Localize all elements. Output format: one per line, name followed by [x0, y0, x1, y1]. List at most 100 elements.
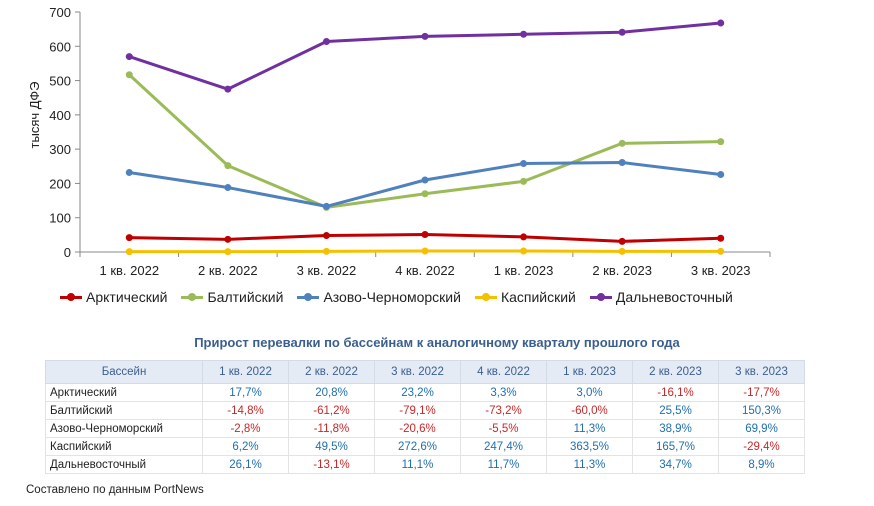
- legend-label: Азово-Черноморский: [323, 289, 461, 305]
- legend-label: Каспийский: [500, 289, 576, 305]
- y-tick-label: 500: [49, 74, 71, 89]
- data-point: [618, 159, 626, 167]
- growth-table: Бассейн 1 кв. 2022 2 кв. 2022 3 кв. 2022 4 к…: [45, 360, 805, 474]
- legend-swatch: [60, 292, 82, 301]
- growth-value-cell: 8,9%: [718, 455, 805, 474]
- growth-value-cell: 247,4%: [460, 437, 547, 456]
- table-row: Азово-Черноморский -2,8% -11,8% -20,6% -5,5%…: [45, 419, 805, 438]
- x-tick-label: 1 кв. 2023: [494, 263, 554, 278]
- chart-series: [125, 19, 725, 256]
- y-tick-label: 100: [49, 211, 71, 226]
- basin-name-cell: Арктический: [45, 383, 203, 402]
- growth-value-cell: -79,1%: [374, 401, 461, 420]
- y-tick-label: 600: [49, 39, 71, 54]
- data-point: [224, 85, 232, 93]
- data-point: [224, 162, 232, 170]
- table-row: Балтийский -14,8% -61,2% -79,1% -73,2% -60,0%…: [45, 401, 805, 420]
- y-tick-label: 700: [49, 5, 71, 20]
- column-header-quarter: 1 кв. 2023: [546, 360, 633, 384]
- growth-value-cell: -61,2%: [288, 401, 375, 420]
- growth-value-cell: -11,8%: [288, 419, 375, 438]
- growth-value-cell: 11,7%: [460, 455, 547, 474]
- growth-value-cell: 272,6%: [374, 437, 461, 456]
- legend-swatch: [589, 292, 612, 301]
- data-point: [322, 232, 330, 240]
- y-tick-label: 200: [49, 176, 71, 191]
- legend-item: Арктический: [60, 289, 167, 305]
- basin-name-cell: Балтийский: [45, 401, 203, 420]
- data-point: [421, 247, 429, 255]
- line-chart: 0 100 200 300 400 500 600 700 1 кв. 2022 2 кв. 20…: [27, 5, 771, 278]
- growth-value-cell: 17,7%: [202, 383, 289, 402]
- column-header-quarter: 2 кв. 2022: [288, 360, 375, 384]
- data-point: [717, 247, 725, 255]
- growth-value-cell: 23,2%: [374, 383, 461, 402]
- legend-label: Дальневосточный: [615, 289, 733, 305]
- data-point: [520, 247, 528, 255]
- data-point: [520, 177, 528, 185]
- data-point: [717, 171, 725, 179]
- data-point: [224, 248, 232, 256]
- data-point: [125, 248, 133, 256]
- data-point: [421, 32, 429, 40]
- legend-label: Балтийский: [207, 289, 284, 305]
- data-point: [618, 28, 626, 36]
- growth-value-cell: 26,1%: [202, 455, 289, 474]
- growth-value-cell: 49,5%: [288, 437, 375, 456]
- growth-value-cell: 69,9%: [718, 419, 805, 438]
- growth-value-cell: 3,0%: [546, 383, 633, 402]
- growth-value-cell: -20,6%: [374, 419, 461, 438]
- growth-value-cell: 165,7%: [632, 437, 719, 456]
- basin-name-cell: Дальневосточный: [45, 455, 203, 474]
- table-row: Дальневосточный 26,1% -13,1% 11,1% 11,7% 11,3…: [45, 455, 805, 474]
- y-tick-label: 400: [49, 108, 71, 123]
- growth-value-cell: -13,1%: [288, 455, 375, 474]
- growth-value-cell: -29,4%: [718, 437, 805, 456]
- chart-axes: 0 100 200 300 400 500 600 700 1 кв. 2022 2 кв. 20…: [49, 5, 771, 278]
- column-header-quarter: 1 кв. 2022: [202, 360, 289, 384]
- basin-name-cell: Каспийский: [45, 437, 203, 456]
- table-header-row: Бассейн 1 кв. 2022 2 кв. 2022 3 кв. 2022 4 к…: [45, 360, 805, 384]
- data-point: [224, 184, 232, 192]
- table-row: Каспийский 6,2% 49,5% 272,6% 247,4% 363,5% 165…: [45, 437, 805, 456]
- legend-swatch: [181, 292, 204, 301]
- data-point: [125, 234, 133, 242]
- data-point: [618, 139, 626, 147]
- growth-value-cell: 11,3%: [546, 455, 633, 474]
- column-header-quarter: 2 кв. 2023: [632, 360, 719, 384]
- data-point: [618, 247, 626, 255]
- data-point: [125, 168, 133, 176]
- growth-value-cell: -17,7%: [718, 383, 805, 402]
- data-point: [125, 53, 133, 61]
- x-tick-label: 2 кв. 2022: [198, 263, 258, 278]
- growth-value-cell: 11,3%: [546, 419, 633, 438]
- source-note: Составлено по данным PortNews: [26, 484, 204, 496]
- y-axis-label: тысяч ДФЭ: [27, 82, 42, 149]
- data-point: [520, 233, 528, 241]
- column-header-quarter: 3 кв. 2023: [718, 360, 805, 384]
- growth-value-cell: 3,3%: [460, 383, 547, 402]
- table-title: Прирост перевалки по бассейнам к аналоги…: [194, 335, 680, 350]
- growth-value-cell: 150,3%: [718, 401, 805, 420]
- column-header-basin: Бассейн: [45, 360, 203, 384]
- growth-value-cell: 38,9%: [632, 419, 719, 438]
- data-point: [421, 231, 429, 239]
- legend-swatch: [474, 292, 497, 301]
- data-point: [717, 19, 725, 27]
- growth-value-cell: 11,1%: [374, 455, 461, 474]
- legend-item: Балтийский: [181, 289, 283, 305]
- data-point: [322, 202, 330, 210]
- data-point: [520, 160, 528, 168]
- data-point: [717, 234, 725, 242]
- growth-value-cell: -2,8%: [202, 419, 289, 438]
- basin-name-cell: Азово-Черноморский: [45, 419, 203, 438]
- growth-value-cell: 363,5%: [546, 437, 633, 456]
- growth-value-cell: 25,5%: [632, 401, 719, 420]
- data-point: [618, 237, 626, 245]
- legend-item: Каспийский: [474, 289, 576, 305]
- y-tick-label: 0: [64, 245, 71, 260]
- x-tick-label: 2 кв. 2023: [592, 263, 652, 278]
- x-tick-label: 4 кв. 2022: [395, 263, 455, 278]
- x-tick-label: 1 кв. 2022: [99, 263, 159, 278]
- growth-value-cell: -60,0%: [546, 401, 633, 420]
